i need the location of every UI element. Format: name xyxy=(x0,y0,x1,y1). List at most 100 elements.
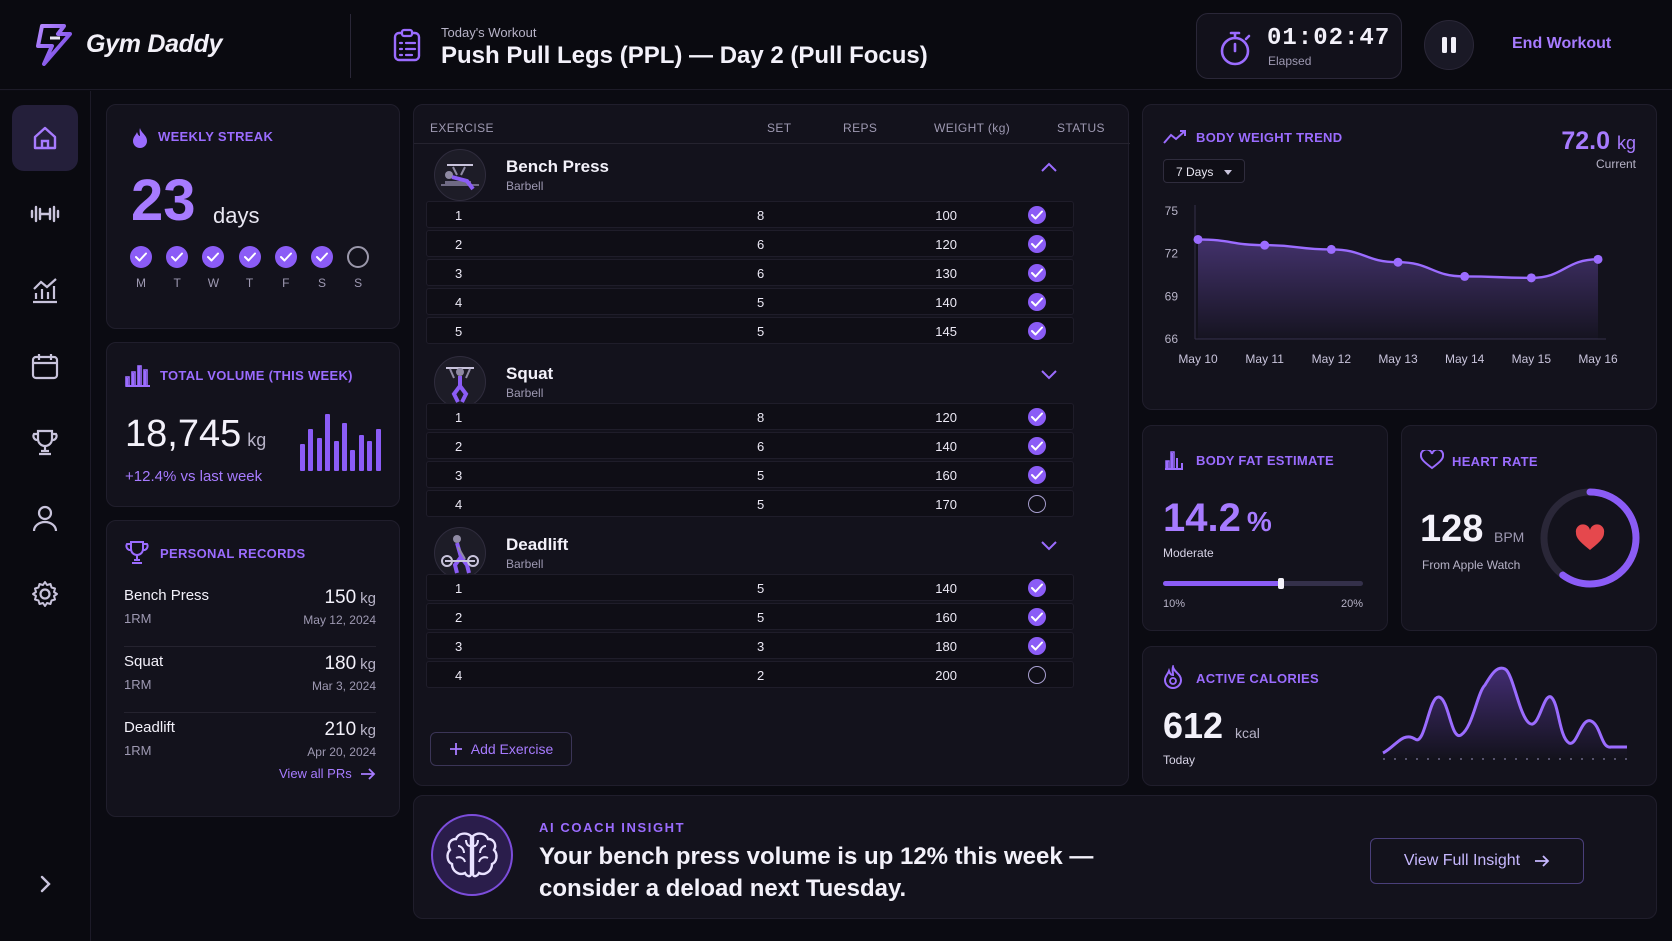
end-workout-button[interactable]: End Workout xyxy=(1512,35,1612,52)
set-row[interactable]: 2 6 140 xyxy=(426,432,1074,459)
chevron-up-icon[interactable] xyxy=(1040,161,1058,173)
exercise-header[interactable]: Deadlift Barbell xyxy=(426,521,1074,581)
sidebar-item-settings[interactable] xyxy=(12,561,78,627)
streak-day: S xyxy=(310,246,334,290)
set-weight[interactable]: 120 xyxy=(935,237,957,252)
exercise-header[interactable]: Bench Press Barbell xyxy=(426,143,1074,203)
body-fat-max: 20% xyxy=(1341,598,1364,610)
data-point[interactable] xyxy=(1193,234,1203,244)
heart-rate-ring xyxy=(1540,488,1640,588)
chevron-down-icon[interactable] xyxy=(1040,368,1058,380)
set-complete-check-icon[interactable] xyxy=(1028,437,1046,455)
sidebar-expand-button[interactable] xyxy=(12,851,78,917)
set-complete-check-icon[interactable] xyxy=(1028,235,1046,253)
set-complete-check-icon[interactable] xyxy=(1028,637,1046,655)
set-row[interactable]: 3 6 130 xyxy=(426,259,1074,286)
set-complete-check-icon[interactable] xyxy=(1028,608,1046,626)
set-number: 3 xyxy=(455,639,463,654)
sidebar-item-calendar[interactable] xyxy=(12,333,78,399)
pause-button[interactable] xyxy=(1424,20,1474,70)
sidebar-item-stats[interactable] xyxy=(12,257,78,323)
app-logo[interactable]: Gym Daddy xyxy=(30,22,223,66)
set-reps[interactable]: 5 xyxy=(757,295,765,310)
pr-row[interactable]: Bench Press 1RM 150 kg May 12, 2024 xyxy=(124,587,376,647)
view-full-insight-button[interactable]: View Full Insight xyxy=(1370,838,1584,884)
set-row[interactable]: 4 5 140 xyxy=(426,288,1074,315)
set-row[interactable]: 1 8 120 xyxy=(426,403,1074,430)
set-weight[interactable]: 130 xyxy=(935,266,957,281)
streak-day-label: M xyxy=(136,276,146,290)
timer-value: 01:02:47 xyxy=(1267,25,1391,52)
set-complete-check-icon[interactable] xyxy=(1028,466,1046,484)
set-incomplete-circle-icon[interactable] xyxy=(1028,666,1046,684)
sidebar-item-home[interactable] xyxy=(12,105,78,171)
set-row[interactable]: 2 6 120 xyxy=(426,230,1074,257)
add-exercise-button[interactable]: Add Exercise xyxy=(430,732,572,766)
user-icon xyxy=(32,505,58,532)
data-point[interactable] xyxy=(1326,244,1336,254)
set-reps[interactable]: 5 xyxy=(757,468,765,483)
set-reps[interactable]: 5 xyxy=(757,324,765,339)
set-row[interactable]: 4 5 170 xyxy=(426,490,1074,517)
set-reps[interactable]: 5 xyxy=(757,610,765,625)
sidebar-item-profile[interactable] xyxy=(12,485,78,551)
set-reps[interactable]: 6 xyxy=(757,266,765,281)
settings-icon xyxy=(32,581,58,607)
set-row[interactable]: 1 5 140 xyxy=(426,574,1074,601)
data-point[interactable] xyxy=(1460,271,1470,281)
set-weight[interactable]: 140 xyxy=(935,581,957,596)
sidebar xyxy=(0,91,91,941)
set-reps[interactable]: 6 xyxy=(757,237,765,252)
set-row[interactable]: 4 2 200 xyxy=(426,661,1074,688)
set-weight[interactable]: 120 xyxy=(935,410,957,425)
set-complete-check-icon[interactable] xyxy=(1028,264,1046,282)
data-point[interactable] xyxy=(1526,273,1536,283)
set-complete-check-icon[interactable] xyxy=(1028,206,1046,224)
x-tick-label: May 14 xyxy=(1445,352,1485,366)
set-complete-check-icon[interactable] xyxy=(1028,579,1046,597)
sidebar-item-workouts[interactable] xyxy=(12,181,78,247)
set-complete-check-icon[interactable] xyxy=(1028,322,1046,340)
set-weight[interactable]: 180 xyxy=(935,639,957,654)
day-complete-check-icon xyxy=(311,246,333,268)
set-number: 3 xyxy=(455,266,463,281)
set-weight[interactable]: 140 xyxy=(935,439,957,454)
set-row[interactable]: 5 5 145 xyxy=(426,317,1074,344)
volume-bar xyxy=(367,441,373,471)
set-incomplete-circle-icon[interactable] xyxy=(1028,495,1046,513)
sidebar-item-achievements[interactable] xyxy=(12,409,78,475)
set-row[interactable]: 3 5 160 xyxy=(426,461,1074,488)
set-weight[interactable]: 140 xyxy=(935,295,957,310)
set-weight[interactable]: 100 xyxy=(935,208,957,223)
set-weight[interactable]: 170 xyxy=(935,497,957,512)
exercise-header[interactable]: Squat Barbell xyxy=(426,350,1074,410)
set-reps[interactable]: 8 xyxy=(757,208,765,223)
body-fat-icon xyxy=(1165,451,1183,470)
data-point[interactable] xyxy=(1260,240,1270,250)
pr-row[interactable]: Deadlift 1RM 210 kg Apr 20, 2024 xyxy=(124,719,376,779)
set-reps[interactable]: 8 xyxy=(757,410,765,425)
view-all-prs-link[interactable]: View all PRs xyxy=(279,766,376,781)
range-dropdown[interactable]: 7 Days xyxy=(1163,159,1245,183)
set-row[interactable]: 1 8 100 xyxy=(426,201,1074,228)
set-weight[interactable]: 200 xyxy=(935,668,957,683)
data-point[interactable] xyxy=(1393,257,1403,267)
volume-bar xyxy=(333,441,339,471)
set-weight[interactable]: 145 xyxy=(935,324,957,339)
pr-row[interactable]: Squat 1RM 180 kg Mar 3, 2024 xyxy=(124,653,376,713)
set-weight[interactable]: 160 xyxy=(935,468,957,483)
set-reps[interactable]: 3 xyxy=(757,639,765,654)
set-row[interactable]: 3 3 180 xyxy=(426,632,1074,659)
set-reps[interactable]: 5 xyxy=(757,581,765,596)
set-complete-check-icon[interactable] xyxy=(1028,293,1046,311)
data-point[interactable] xyxy=(1593,254,1603,264)
chevron-right-icon xyxy=(40,875,51,893)
set-weight[interactable]: 160 xyxy=(935,610,957,625)
set-complete-check-icon[interactable] xyxy=(1028,408,1046,426)
set-reps[interactable]: 2 xyxy=(757,668,765,683)
set-row[interactable]: 2 5 160 xyxy=(426,603,1074,630)
set-reps[interactable]: 6 xyxy=(757,439,765,454)
chevron-down-icon[interactable] xyxy=(1040,539,1058,551)
set-reps[interactable]: 5 xyxy=(757,497,765,512)
volume-bar xyxy=(375,429,381,471)
